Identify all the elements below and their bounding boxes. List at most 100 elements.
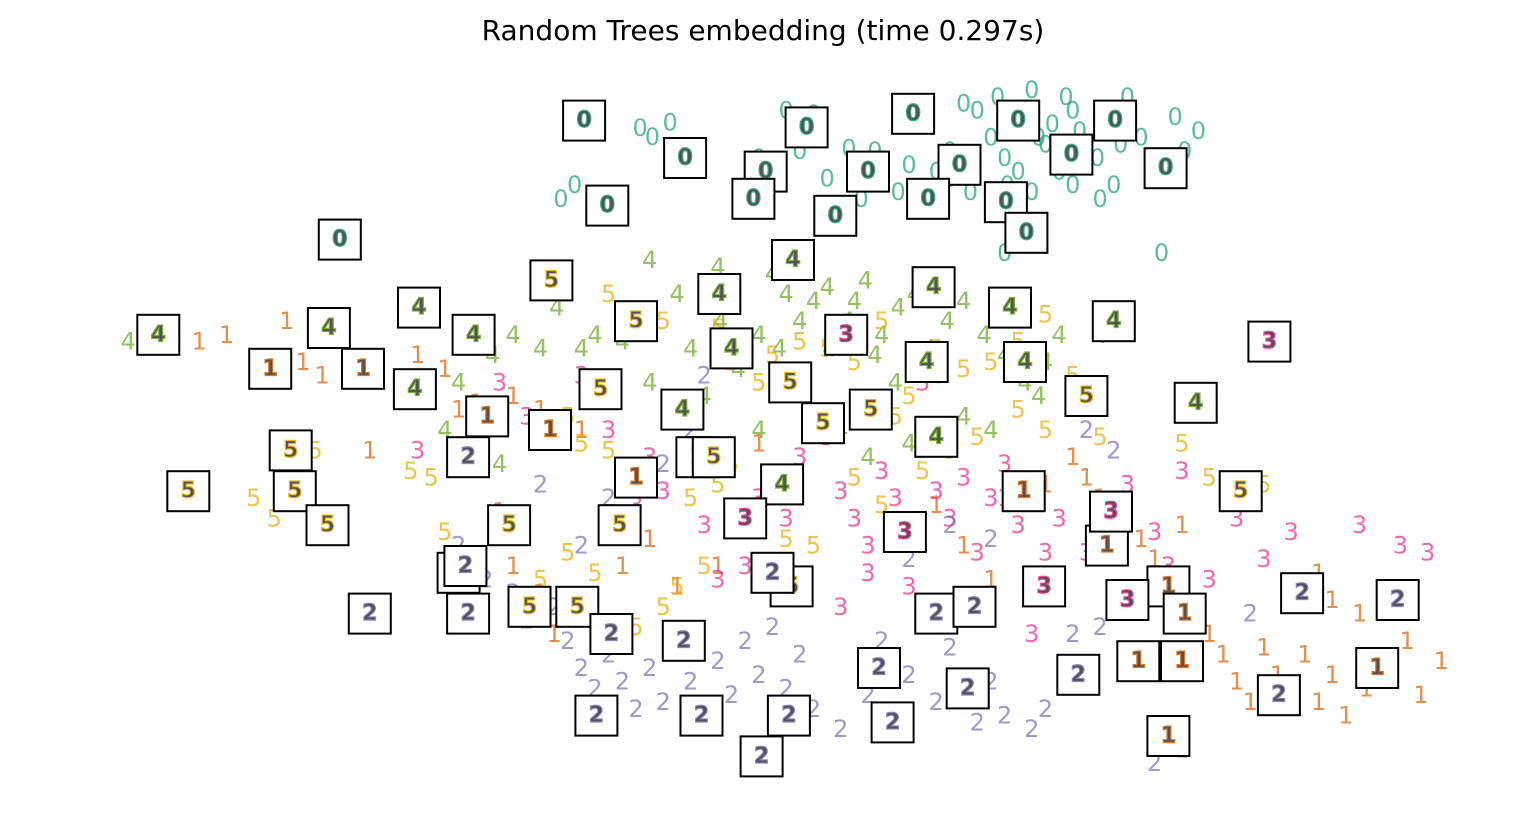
thumbnail-digit: 0 [332,227,347,252]
point-digit-5: 5 [656,593,671,621]
digit-thumbnail-5: 5 [768,361,813,404]
thumbnail-frame [663,137,708,179]
point-digit-1: 1 [1243,688,1258,716]
point-digit-3: 3 [1174,457,1189,485]
thumbnail-digit: 5 [783,370,798,395]
thumbnail-frame [1160,640,1204,683]
thumbnail-digit: 1 [480,404,495,429]
thumbnail-frame [750,551,795,594]
thumbnail-digit: 5 [501,513,516,538]
point-digit-5: 5 [601,436,616,464]
thumbnail-digit: 4 [675,397,690,422]
thumbnail-frame [870,701,915,744]
digit-thumbnail-5: 5 [305,504,350,547]
thumbnail-frame [882,511,927,553]
point-digit-4: 4 [642,368,657,396]
thumbnail-frame [1143,147,1188,190]
thumbnail-digit: 5 [287,479,302,504]
digit-thumbnail-2: 2 [574,694,619,737]
thumbnail-digit: 4 [724,336,739,361]
point-digit-0: 0 [1065,171,1080,199]
point-digit-1: 1 [574,416,589,444]
thumbnail-frame [341,347,385,390]
point-digit-0: 0 [632,114,647,142]
digit-thumbnail-1: 1 [1001,470,1046,513]
point-digit-3: 3 [1052,504,1067,532]
digit-thumbnail-1: 1 [1160,640,1204,683]
point-digit-0: 0 [1058,83,1073,111]
digit-thumbnail-3: 3 [723,497,768,540]
thumbnail-frame [824,313,869,356]
digit-thumbnail-4: 4 [392,368,437,411]
thumbnail-digit: 5 [544,268,559,293]
point-digit-2: 2 [833,715,848,743]
thumbnail-digit: 0 [1158,156,1173,181]
digit-thumbnail-1: 1 [248,347,293,390]
thumbnail-digit: 1 [1370,656,1385,681]
point-digit-5: 5 [1038,300,1053,328]
thumbnail-frame [914,415,959,458]
point-digit-1: 1 [1311,688,1326,716]
thumbnail-digit: 2 [676,628,691,653]
point-digit-2: 2 [724,681,739,709]
thumbnail-frame [443,545,488,587]
point-digit-4: 4 [533,334,548,362]
thumbnail-frame [996,99,1041,142]
point-digit-1: 1 [669,572,684,600]
thumbnail-digit: 0 [1011,108,1026,133]
thumbnail-digit: 3 [1036,574,1051,599]
point-digit-5: 5 [915,457,930,485]
thumbnail-frame [739,735,784,778]
thumbnail-frame [1280,572,1325,615]
thumbnail-frame [709,327,754,370]
point-digit-3: 3 [1256,545,1271,573]
point-digit-1: 1 [710,552,725,580]
point-digit-3: 3 [983,484,998,512]
point-digit-2: 2 [656,450,671,478]
point-digit-4: 4 [505,321,520,349]
thumbnail-frame [1022,565,1067,608]
point-digit-2: 2 [1079,416,1094,444]
point-digit-3: 3 [410,436,425,464]
digit-thumbnail-2: 2 [446,592,491,635]
thumbnail-frame [771,239,815,281]
digit-thumbnail-0: 0 [784,106,829,149]
thumbnail-digit: 2 [781,703,796,728]
thumbnail-digit: 1 [263,356,278,381]
point-digit-4: 4 [940,307,955,335]
point-digit-0: 0 [1011,158,1026,186]
point-digit-0: 0 [1045,110,1060,138]
point-digit-4: 4 [890,294,905,322]
point-digit-1: 1 [1434,647,1449,675]
thumbnail-digit: 4 [926,275,941,300]
thumbnail-digit: 0 [860,159,875,184]
thumbnail-frame [1116,640,1161,683]
point-digit-1: 1 [1174,511,1189,539]
thumbnail-digit: 4 [785,248,800,273]
thumbnail-digit: 0 [998,190,1013,215]
point-digit-3: 3 [956,464,971,492]
point-digit-1: 1 [642,525,657,553]
digit-thumbnail-2: 2 [1256,674,1301,717]
thumbnail-frame [589,613,634,655]
point-digit-4: 4 [860,443,875,471]
thumbnail-frame [136,313,181,356]
thumbnail-frame [813,194,858,237]
digit-thumbnail-1: 1 [341,347,385,390]
point-digit-2: 2 [642,654,657,682]
point-digit-4: 4 [901,430,916,458]
digit-thumbnail-2: 2 [914,592,959,635]
point-digit-0: 0 [997,144,1012,172]
point-digit-5: 5 [1038,416,1053,444]
point-digit-2: 2 [1243,600,1258,628]
thumbnail-digit: 2 [765,560,780,585]
point-digit-3: 3 [697,511,712,539]
thumbnail-frame [1001,470,1046,513]
digit-thumbnail-4: 4 [1003,341,1047,383]
digit-thumbnail-5: 5 [529,259,574,302]
digit-thumbnail-0: 0 [1004,211,1049,254]
thumbnail-digit: 5 [1079,384,1094,409]
digit-thumbnail-1: 1 [528,409,572,451]
digit-thumbnail-4: 4 [760,463,805,506]
thumbnail-frame [846,150,890,193]
